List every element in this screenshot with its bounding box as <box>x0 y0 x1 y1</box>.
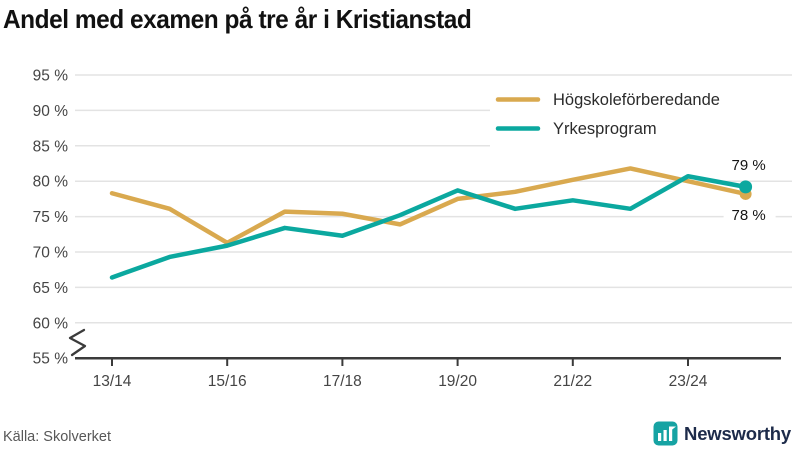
source-credit: Källa: Skolverket <box>3 429 111 445</box>
y-tick-label: 60 % <box>33 315 69 332</box>
series-end-label: 79 % <box>731 157 765 174</box>
y-tick-label: 85 % <box>33 138 69 155</box>
page-title: Andel med examen på tre år i Kristiansta… <box>3 4 472 34</box>
y-tick-label: 80 % <box>33 174 69 191</box>
y-tick-label: 55 % <box>33 351 69 368</box>
y-tick-label: 95 % <box>33 68 69 85</box>
x-tick-label: 15/16 <box>208 373 247 390</box>
y-tick-label: 75 % <box>33 209 69 226</box>
newsworthy-brand: Newsworthy <box>653 421 791 446</box>
x-tick-label: 23/24 <box>669 373 708 390</box>
series-line-yrkesprogram <box>109 173 748 280</box>
x-tick-label: 19/20 <box>438 373 477 390</box>
newsworthy-logo-icon <box>653 421 678 446</box>
series-end-dot-yrkesprogram <box>739 180 753 194</box>
y-tick-label: 65 % <box>33 280 69 297</box>
legend-backdrop <box>490 84 792 148</box>
y-tick-label: 70 % <box>33 245 69 262</box>
x-tick-label: 21/22 <box>553 373 592 390</box>
end-label-backdrop <box>723 204 776 224</box>
y-tick-label: 90 % <box>33 103 69 120</box>
series-line-högskoleförberedande <box>109 166 748 246</box>
legend-label-högskoleförberedande: Högskoleförberedande <box>553 91 720 109</box>
x-tick-label: 17/18 <box>323 373 362 390</box>
legend-label-yrkesprogram: Yrkesprogram <box>553 120 657 138</box>
series-end-label: 78 % <box>731 207 765 224</box>
brand-name: Newsworthy <box>684 422 791 444</box>
x-tick-label: 13/14 <box>93 373 132 390</box>
line-chart: 95 % 90 % 85 % 80 % 75 % 70 % 65 % 60 % 55 % 13/1… <box>33 68 792 390</box>
axis-break-icon <box>68 328 87 357</box>
end-label-backdrop <box>723 154 776 174</box>
